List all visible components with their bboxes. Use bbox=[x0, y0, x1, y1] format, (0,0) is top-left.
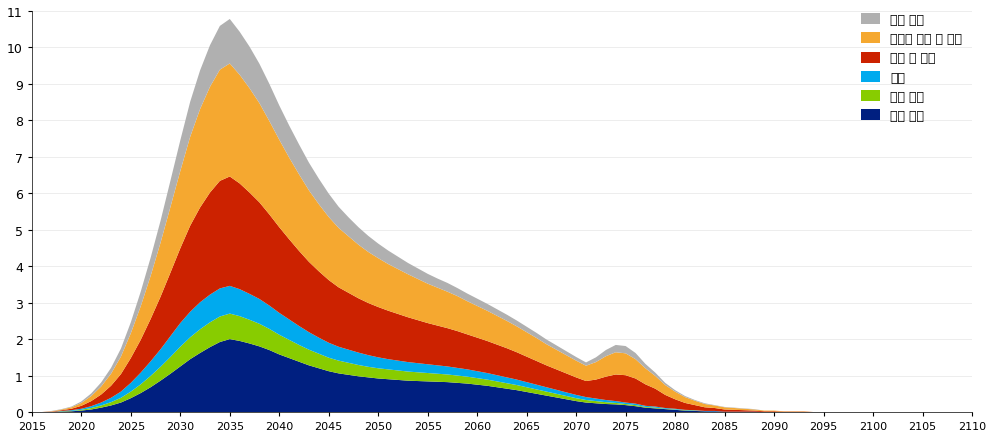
Legend: 부지 복원, 폐기물 처리 및 관리, 절단 및 해제, 제염, 밀폐 관리, 해제 준비: 부지 복원, 폐기물 처리 및 관리, 절단 및 해제, 제염, 밀폐 관리, … bbox=[858, 10, 966, 127]
